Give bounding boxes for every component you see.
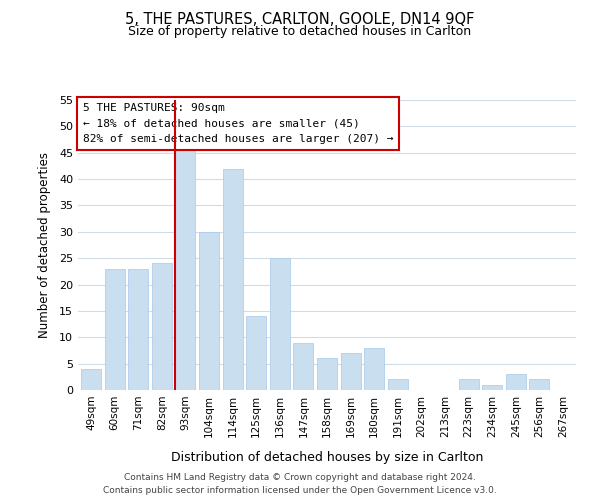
Bar bbox=[175, 148, 196, 390]
Text: 5, THE PASTURES, CARLTON, GOOLE, DN14 9QF: 5, THE PASTURES, CARLTON, GOOLE, DN14 9Q… bbox=[125, 12, 475, 28]
Bar bbox=[364, 348, 384, 390]
Text: Contains HM Land Registry data © Crown copyright and database right 2024.: Contains HM Land Registry data © Crown c… bbox=[124, 474, 476, 482]
Bar bbox=[317, 358, 337, 390]
Bar bbox=[128, 268, 148, 390]
Text: 5 THE PASTURES: 90sqm
← 18% of detached houses are smaller (45)
82% of semi-deta: 5 THE PASTURES: 90sqm ← 18% of detached … bbox=[83, 103, 394, 144]
Bar bbox=[104, 268, 125, 390]
Bar bbox=[81, 369, 101, 390]
Bar bbox=[270, 258, 290, 390]
Bar bbox=[223, 168, 242, 390]
Bar bbox=[482, 384, 502, 390]
Bar bbox=[246, 316, 266, 390]
Bar bbox=[388, 380, 408, 390]
X-axis label: Distribution of detached houses by size in Carlton: Distribution of detached houses by size … bbox=[171, 451, 483, 464]
Bar bbox=[199, 232, 219, 390]
Text: Size of property relative to detached houses in Carlton: Size of property relative to detached ho… bbox=[128, 25, 472, 38]
Bar bbox=[506, 374, 526, 390]
Bar bbox=[458, 380, 479, 390]
Bar bbox=[529, 380, 550, 390]
Bar bbox=[293, 342, 313, 390]
Bar bbox=[341, 353, 361, 390]
Bar bbox=[152, 264, 172, 390]
Y-axis label: Number of detached properties: Number of detached properties bbox=[38, 152, 50, 338]
Text: Contains public sector information licensed under the Open Government Licence v3: Contains public sector information licen… bbox=[103, 486, 497, 495]
